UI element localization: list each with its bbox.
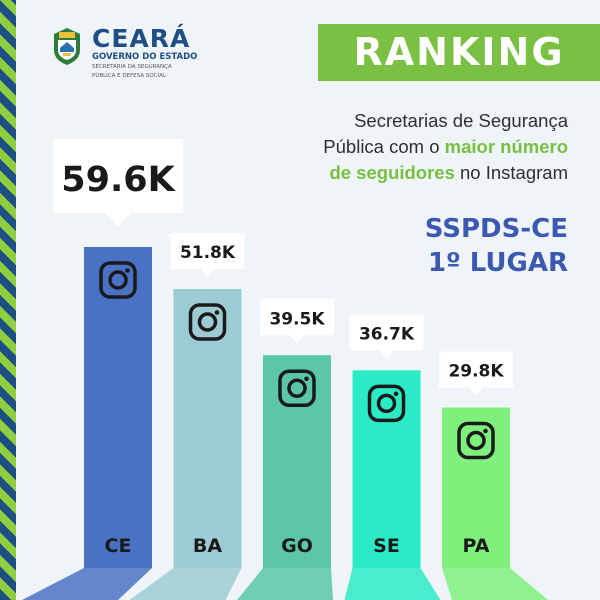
instagram-icon <box>188 303 227 341</box>
category-label-go: GO <box>281 535 313 557</box>
state-emblem-icon <box>54 28 80 65</box>
brand-dept-line1: SECRETARIA DA SEGURANÇA <box>92 64 172 70</box>
ranking-label: RANKING <box>353 30 565 74</box>
winner-callout: SSPDS-CE 1º LUGAR <box>425 212 568 280</box>
ranking-banner: RANKING <box>318 24 600 81</box>
instagram-icon <box>367 384 406 423</box>
brand-tagline: GOVERNO DO ESTADO <box>92 52 198 62</box>
subtitle-part1: Secretarias de Segurança <box>354 110 568 131</box>
bar-group-ce: CE 59.6K <box>22 139 183 600</box>
chart-subtitle: Secretarias de Segurança Pública com o m… <box>238 108 568 186</box>
subtitle-part2: Pública com o <box>323 136 445 157</box>
value-label-go: 39.5K <box>269 309 325 329</box>
bar-ce <box>84 247 152 568</box>
bar-ba <box>173 289 242 568</box>
decorative-stripe <box>0 0 16 600</box>
value-callout-ce: 59.6K <box>53 139 183 227</box>
value-callout-ba: 51.8K <box>170 233 245 278</box>
instagram-icon <box>457 421 495 460</box>
value-label-pa: 29.8K <box>448 362 504 382</box>
value-label-ba: 51.8K <box>180 243 236 263</box>
bar-group-go: GO 39.5K <box>237 299 334 600</box>
ceara-logo: CEARÁ GOVERNO DO ESTADO SECRETARIA DA SE… <box>50 26 197 80</box>
bar-go <box>263 355 331 568</box>
instagram-icon <box>99 261 137 299</box>
brand-name: CEARÁ <box>92 24 191 53</box>
subtitle-highlight1: maior número <box>444 136 568 157</box>
value-label-ce: 59.6K <box>61 160 176 200</box>
winner-name: SSPDS-CE <box>424 214 568 244</box>
category-label-ba: BA <box>193 535 222 557</box>
value-label-se: 36.7K <box>359 324 415 344</box>
winner-place: 1º LUGAR <box>427 248 568 278</box>
category-label-pa: PA <box>463 535 490 557</box>
bar-floor-go <box>237 568 333 600</box>
bar-floor-se <box>344 568 441 600</box>
category-label-ce: CE <box>105 535 132 557</box>
value-callout-pa: 29.8K <box>439 351 513 396</box>
bar-se <box>352 370 421 568</box>
bar-floor-ba <box>129 568 242 600</box>
bar-floor-ce <box>22 568 152 600</box>
subtitle-part3: de seguidores <box>329 162 455 183</box>
value-callout-go: 39.5K <box>260 299 334 344</box>
subtitle-part4: no Instagram <box>454 162 568 183</box>
bar-group-se: SE 36.7K <box>344 314 441 600</box>
category-label-se: SE <box>373 535 400 557</box>
instagram-icon <box>278 369 316 408</box>
brand-dept-line2: PÚBLICA E DEFESA SOCIAL <box>92 73 166 79</box>
value-callout-se: 36.7K <box>349 314 424 359</box>
bar-group-pa: PA 29.8K <box>439 351 548 600</box>
bar-floor-pa <box>442 568 548 600</box>
bar-group-ba: BA 51.8K <box>129 233 245 600</box>
